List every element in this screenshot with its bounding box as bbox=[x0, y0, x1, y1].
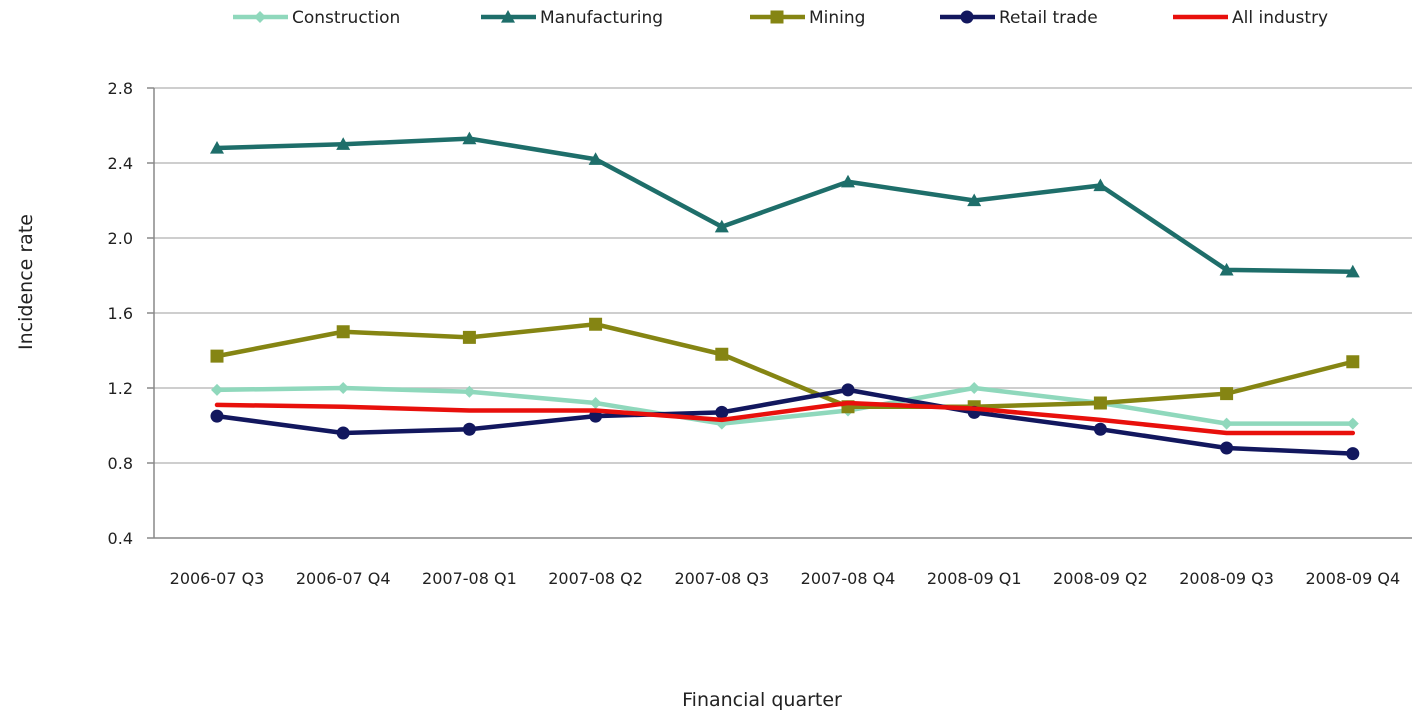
legend-label-all-industry: All industry bbox=[1232, 8, 1328, 28]
legend-marker-manufacturing bbox=[501, 10, 515, 23]
y-tick-label: 1.2 bbox=[108, 379, 133, 398]
legend-marker-construction bbox=[254, 11, 266, 23]
legend-label-mining: Mining bbox=[809, 8, 865, 28]
legend-item-mining: Mining bbox=[750, 8, 865, 28]
y-tick-labels: 0.4 0.8 1.2 1.6 2.0 2.4 2.8 bbox=[108, 79, 133, 548]
y-tick-label: 1.6 bbox=[108, 304, 133, 323]
data-point-retail-trade bbox=[210, 409, 224, 423]
x-tick-label: 2007-08 Q3 bbox=[674, 569, 769, 588]
data-point-mining bbox=[589, 317, 603, 331]
series-line-retail-trade bbox=[214, 387, 1356, 456]
x-tick-label: 2008-09 Q2 bbox=[1053, 569, 1148, 588]
x-tick-label: 2008-09 Q4 bbox=[1305, 569, 1400, 588]
x-tick-label: 2008-09 Q3 bbox=[1179, 569, 1274, 588]
x-tick-label: 2006-07 Q3 bbox=[170, 569, 265, 588]
data-point-mining bbox=[462, 330, 476, 344]
data-point-retail-trade bbox=[1346, 447, 1360, 461]
y-tick-label: 2.0 bbox=[108, 229, 133, 248]
series-mining bbox=[210, 317, 1360, 414]
data-point-mining bbox=[1093, 396, 1107, 410]
legend-item-construction: Construction bbox=[233, 8, 400, 28]
data-point-construction bbox=[211, 383, 223, 396]
legend: Construction Manufacturing Mining Retail tr… bbox=[233, 8, 1328, 28]
series-lines bbox=[210, 131, 1360, 461]
series-line-mining bbox=[214, 322, 1356, 409]
series-all-industry bbox=[214, 400, 1356, 436]
x-tick-label: 2007-08 Q2 bbox=[548, 569, 643, 588]
series-line-manufacturing bbox=[214, 136, 1356, 274]
data-point-construction bbox=[1346, 417, 1359, 430]
data-point-retail-trade bbox=[715, 405, 729, 419]
data-point-retail-trade bbox=[841, 383, 855, 397]
data-point-mining bbox=[1220, 387, 1234, 401]
series-line-construction bbox=[214, 385, 1356, 426]
data-point-manufacturing bbox=[1219, 262, 1234, 276]
data-point-mining bbox=[1346, 355, 1360, 369]
y-tick-label: 0.8 bbox=[108, 454, 133, 473]
y-tick-label: 2.4 bbox=[108, 154, 133, 173]
legend-marker-mining bbox=[770, 10, 784, 24]
data-point-mining bbox=[336, 325, 350, 339]
data-point-manufacturing bbox=[588, 152, 603, 165]
data-point-manufacturing bbox=[210, 141, 224, 154]
data-point-retail-trade bbox=[462, 422, 476, 436]
x-tick-label: 2007-08 Q1 bbox=[422, 569, 517, 588]
y-axis-title: Incidence rate bbox=[15, 214, 37, 350]
data-point-manufacturing bbox=[336, 137, 351, 150]
legend-item-manufacturing: Manufacturing bbox=[481, 8, 663, 28]
data-point-construction bbox=[463, 385, 476, 398]
axes bbox=[147, 87, 1412, 539]
data-point-construction bbox=[968, 382, 981, 394]
data-point-retail-trade bbox=[1093, 422, 1107, 436]
data-point-construction bbox=[589, 397, 602, 409]
series-manufacturing bbox=[210, 131, 1360, 278]
data-point-construction bbox=[1220, 417, 1233, 430]
data-point-mining bbox=[210, 349, 224, 363]
legend-marker-retail-trade bbox=[960, 10, 974, 24]
legend-item-all-industry: All industry bbox=[1173, 8, 1328, 28]
series-line-all-industry bbox=[214, 400, 1356, 436]
data-point-manufacturing bbox=[1345, 264, 1360, 278]
legend-label-retail-trade: Retail trade bbox=[999, 8, 1098, 28]
x-axis-title: Financial quarter bbox=[682, 689, 842, 710]
x-tick-label: 2006-07 Q4 bbox=[296, 569, 391, 588]
data-point-retail-trade bbox=[1220, 441, 1234, 455]
data-point-manufacturing bbox=[462, 131, 477, 145]
y-tick-label: 2.8 bbox=[108, 79, 133, 98]
x-tick-label: 2008-09 Q1 bbox=[927, 569, 1022, 588]
y-tick-label: 0.4 bbox=[108, 529, 133, 548]
data-point-retail-trade bbox=[336, 426, 350, 440]
legend-label-construction: Construction bbox=[292, 8, 400, 28]
data-point-manufacturing bbox=[967, 193, 982, 207]
data-point-mining bbox=[715, 347, 729, 361]
data-point-manufacturing bbox=[714, 219, 729, 233]
data-point-manufacturing bbox=[841, 174, 855, 188]
series-retail-trade bbox=[210, 383, 1360, 461]
legend-label-manufacturing: Manufacturing bbox=[540, 8, 663, 28]
data-point-manufacturing bbox=[1093, 178, 1108, 192]
data-point-construction bbox=[337, 382, 350, 394]
x-tick-label: 2007-08 Q4 bbox=[801, 569, 896, 588]
legend-item-retail-trade: Retail trade bbox=[940, 8, 1098, 28]
x-tick-labels: 2006-07 Q3 2006-07 Q4 2007-08 Q1 2007-08 Q2… bbox=[170, 569, 1401, 588]
